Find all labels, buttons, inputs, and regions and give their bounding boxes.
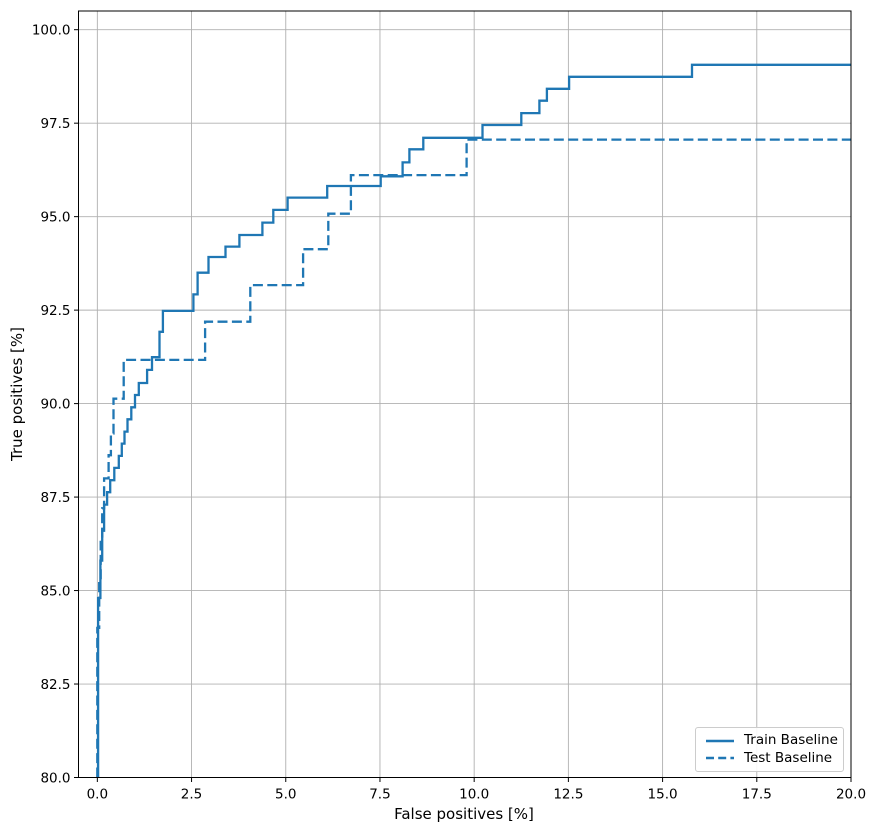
- x-tick-label: 7.5: [369, 787, 390, 803]
- y-tick-label: 90.0: [40, 396, 70, 412]
- test-line-sample-icon: [706, 756, 734, 760]
- legend-item-test: Test Baseline: [705, 750, 835, 768]
- x-tick-label: 2.5: [181, 787, 202, 803]
- legend-label-train: Train Baseline: [744, 732, 838, 748]
- legend-label-test: Test Baseline: [744, 749, 833, 766]
- y-tick-label: 82.5: [40, 677, 70, 693]
- y-tick-label: 85.0: [40, 583, 70, 599]
- series-layer: [96, 63, 851, 778]
- x-tick-label: 17.5: [742, 787, 772, 803]
- x-tick-label: 20.0: [836, 787, 866, 803]
- x-tick-label: 12.5: [553, 787, 583, 803]
- legend-item-train: Train Baseline: [705, 732, 838, 750]
- x-tick-label: 10.0: [459, 787, 489, 803]
- y-tick-label: 92.5: [40, 303, 70, 319]
- y-axis-label: True positives [%]: [8, 327, 26, 462]
- series-line-1: [96, 138, 851, 778]
- train-line-sample-icon: [706, 739, 734, 743]
- grid-layer: [78, 11, 852, 778]
- y-tick-label: 80.0: [40, 770, 70, 786]
- x-tick-label: 15.0: [648, 787, 678, 803]
- series-line-0: [96, 63, 851, 778]
- x-axis-label: False positives [%]: [394, 805, 534, 823]
- y-tick-label: 87.5: [40, 490, 70, 506]
- axes-layer: [74, 10, 852, 782]
- y-tick-label: 97.5: [40, 116, 70, 132]
- y-tick-label: 95.0: [40, 209, 70, 225]
- x-tick-label: 5.0: [275, 787, 296, 803]
- tick-label-layer: 0.0 2.5 5.0 7.5 10.0 12.5 15.0 17.5 20.0 80.0 82.5…: [32, 22, 866, 802]
- x-tick-label: 0.0: [87, 787, 108, 803]
- legend: Train Baseline Test Baseline: [695, 727, 844, 772]
- y-tick-label: 100.0: [32, 22, 71, 38]
